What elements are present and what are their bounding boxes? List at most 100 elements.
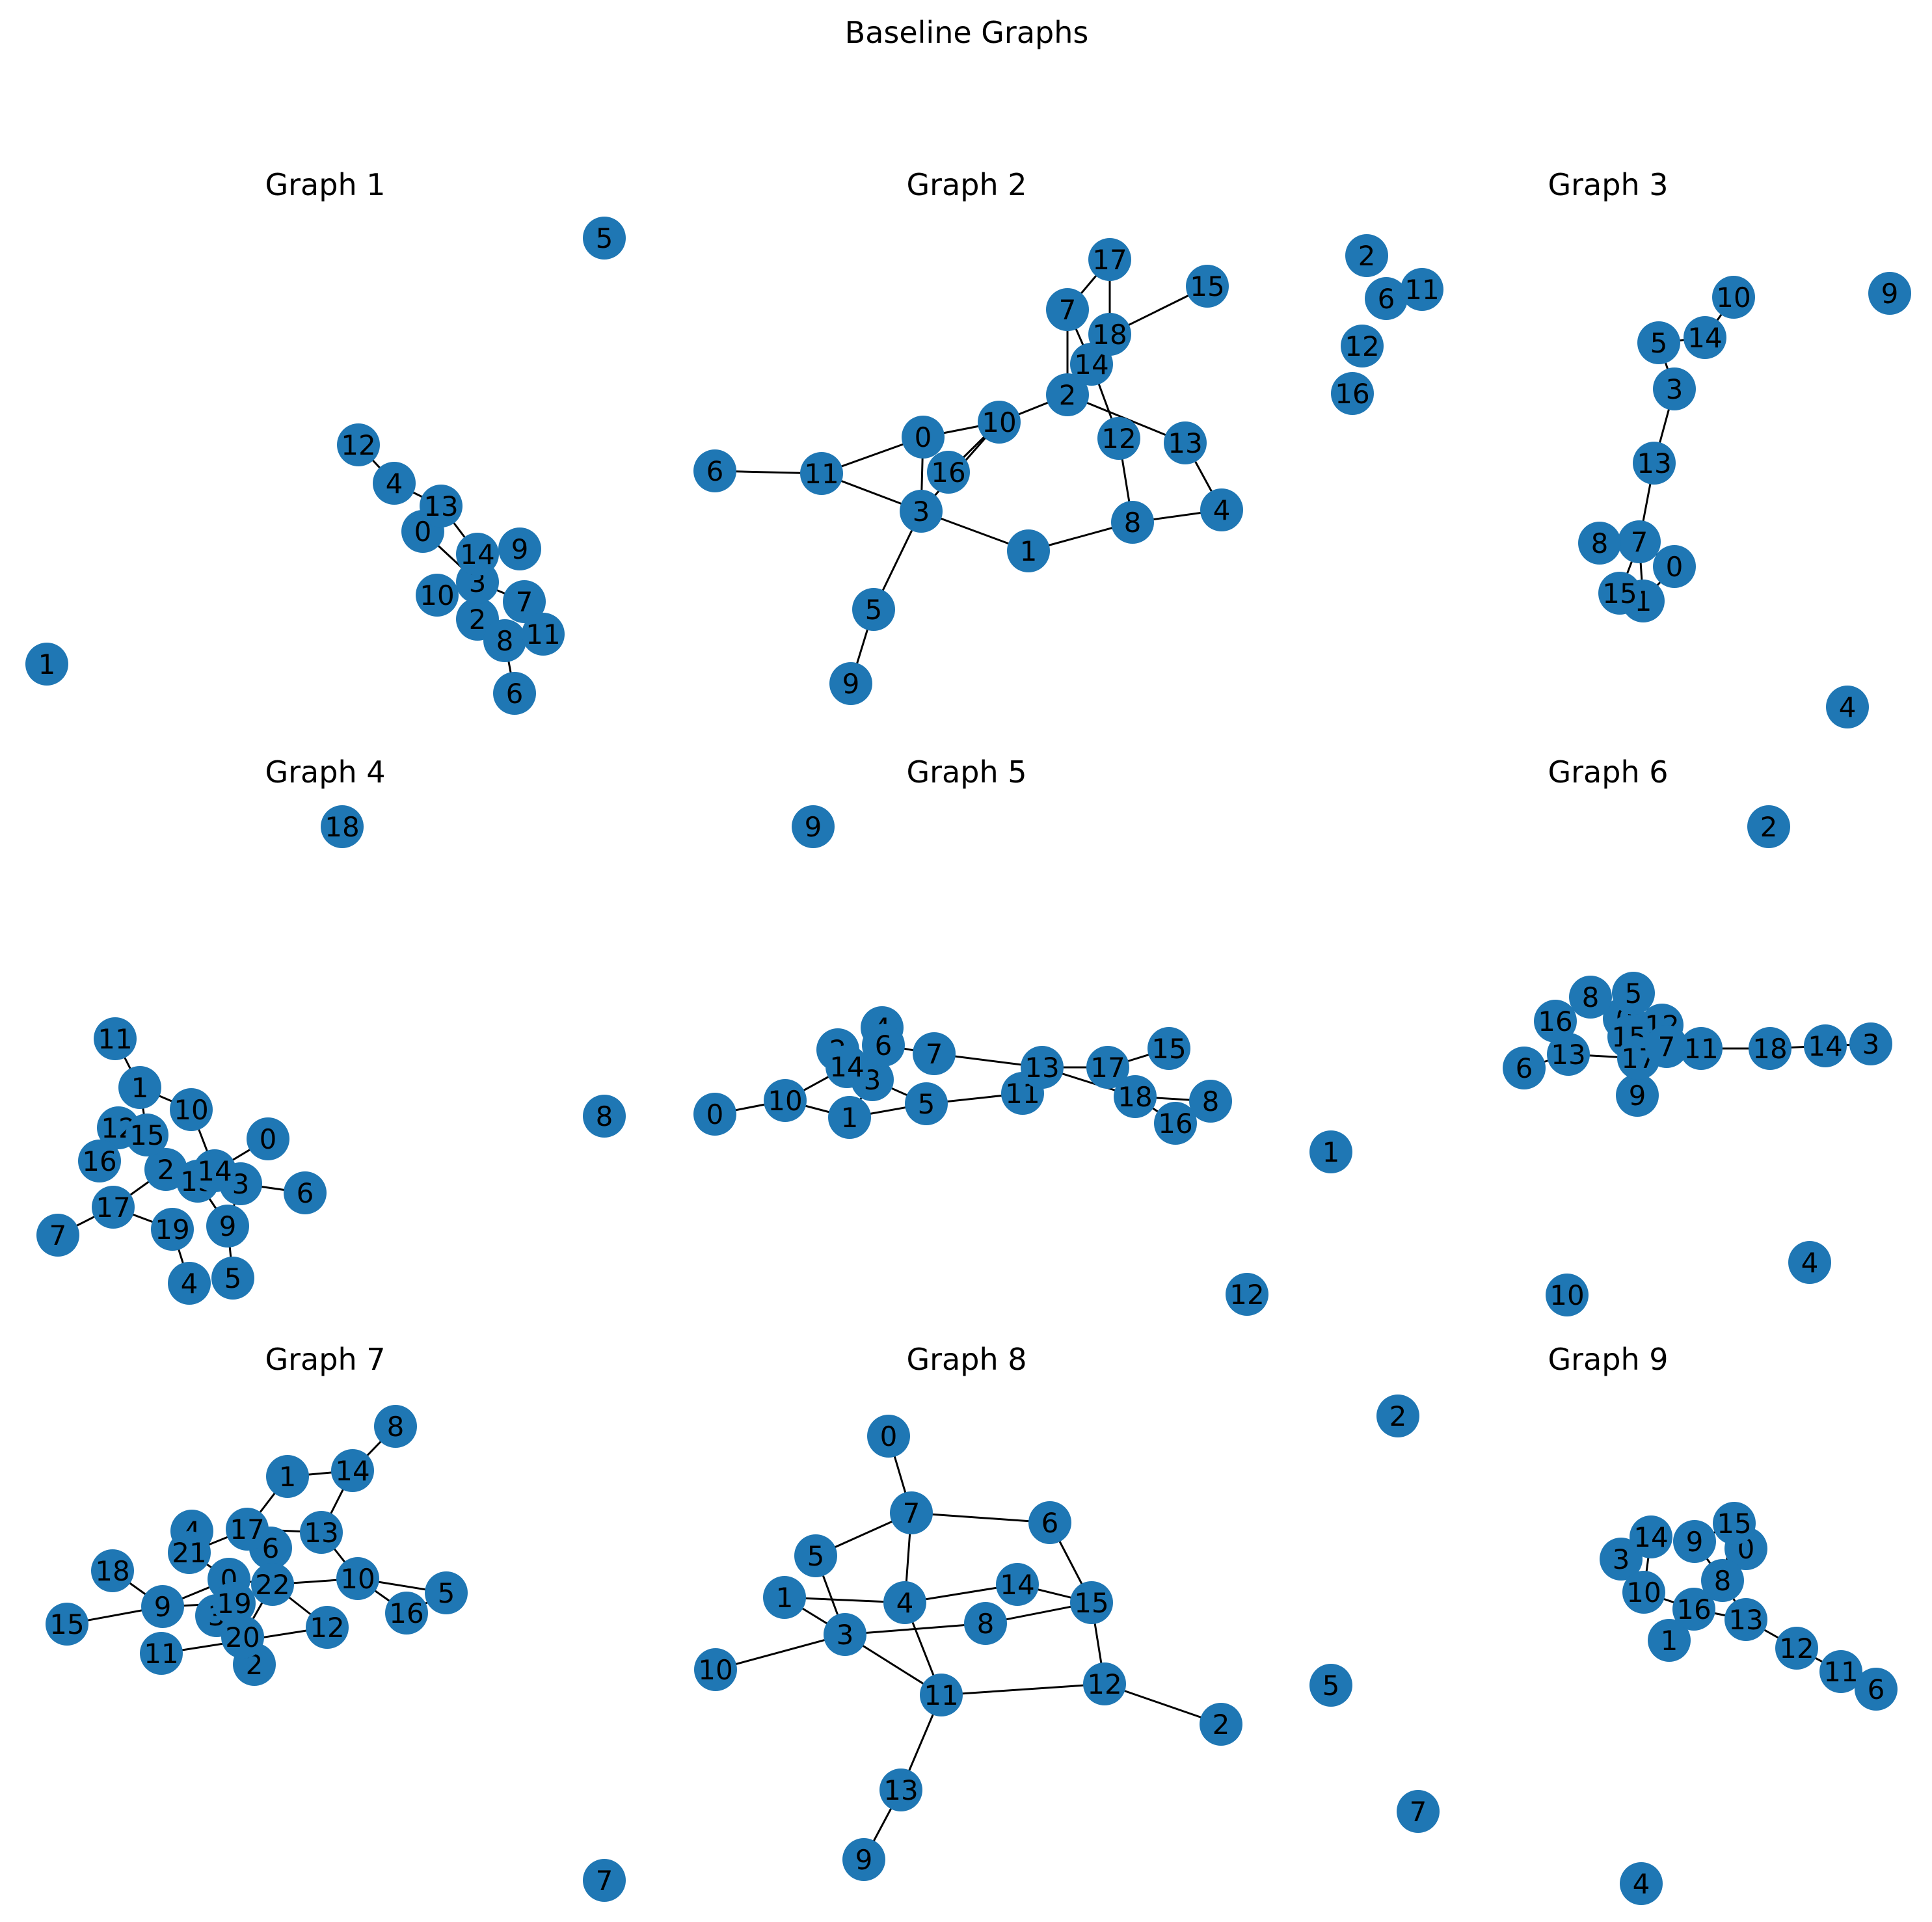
node-circle — [1747, 805, 1790, 848]
node-label: 3 — [1613, 1543, 1630, 1575]
node-circle — [1630, 1515, 1672, 1558]
node-label: 9 — [1881, 278, 1899, 310]
graph-node: 18 — [1749, 1027, 1791, 1070]
graph-node: 12 — [1341, 325, 1384, 367]
node-circle — [825, 1045, 868, 1088]
graph-node: 8 — [1569, 976, 1612, 1019]
graph-title: Graph 6 — [1548, 754, 1669, 790]
node-circle — [498, 527, 541, 570]
node-circle — [1868, 272, 1911, 315]
node-circle — [794, 1534, 837, 1577]
node-circle — [694, 1648, 737, 1691]
graph-node: 5 — [1309, 1664, 1352, 1707]
node-label: 15 — [1717, 1508, 1751, 1540]
node-circle — [420, 485, 463, 527]
graph-node: 9 — [498, 527, 541, 570]
graph-node: 3 — [1600, 1538, 1643, 1581]
node-circle — [996, 1563, 1039, 1606]
node-label: 1 — [841, 1102, 859, 1134]
node-label: 5 — [918, 1088, 935, 1120]
graph-panel-5: Graph 501234567891011121314151617181 — [693, 754, 1352, 1316]
graph-node: 18 — [1088, 313, 1131, 356]
graph-node: 5 — [1612, 972, 1655, 1015]
node-circle — [140, 1632, 183, 1675]
node-circle — [1341, 325, 1384, 367]
node-circle — [213, 1582, 256, 1625]
graph-panel-4: Graph 4012345678910111213141516171819 — [36, 754, 626, 1305]
node-label: 7 — [926, 1038, 943, 1070]
node-circle — [1804, 1024, 1847, 1067]
graph-title: Graph 9 — [1548, 1342, 1669, 1377]
node-label: 14 — [1633, 1521, 1668, 1553]
graph-node: 8 — [1701, 1559, 1744, 1602]
node-circle — [168, 1262, 211, 1305]
node-circle — [913, 1032, 956, 1075]
node-circle — [1788, 1241, 1831, 1284]
node-label: 7 — [596, 1865, 613, 1897]
graph-node: 4 — [1788, 1241, 1831, 1284]
node-circle — [763, 1576, 806, 1619]
node-label: 5 — [596, 222, 613, 254]
graph-node: 7 — [1397, 1790, 1440, 1833]
node-circle — [1007, 529, 1050, 572]
graph-node: 10 — [978, 401, 1021, 444]
graph-node: 13 — [1547, 1033, 1590, 1076]
graph-node: 22 — [251, 1563, 294, 1606]
node-label: 17 — [96, 1192, 130, 1223]
node-label: 5 — [807, 1540, 825, 1572]
graph-node: 6 — [1503, 1047, 1546, 1089]
node-circle — [1680, 1027, 1723, 1070]
node-label: 14 — [1687, 322, 1722, 354]
graph-node: 2 — [1747, 805, 1790, 848]
node-circle — [1070, 1581, 1113, 1624]
graph-node: 13 — [1021, 1046, 1064, 1089]
graph-node: 9 — [842, 1838, 885, 1881]
node-label: 1 — [776, 1582, 794, 1614]
graph-node: 1 — [118, 1066, 161, 1109]
graph-node: 13 — [879, 1769, 922, 1811]
node-label: 13 — [423, 490, 458, 522]
node-circle — [25, 643, 68, 686]
node-circle — [331, 1449, 374, 1492]
graph-node: 19 — [151, 1208, 194, 1251]
graph-node: 11 — [94, 1017, 137, 1060]
node-label: 0 — [880, 1421, 898, 1452]
node-label: 1 — [279, 1461, 297, 1493]
node-circle — [211, 1257, 254, 1300]
node-circle — [226, 1508, 269, 1551]
node-circle — [890, 1491, 933, 1534]
node-label: 7 — [1410, 1796, 1427, 1828]
graph-node: 9 — [141, 1585, 184, 1628]
node-label: 16 — [82, 1145, 116, 1177]
node-label: 1 — [131, 1072, 149, 1104]
graph-node: 8 — [483, 619, 526, 662]
node-circle — [126, 1114, 168, 1156]
graph-node: 2 — [1345, 234, 1388, 277]
node-circle — [828, 1096, 871, 1139]
graph-node: 16 — [385, 1592, 428, 1635]
node-label: 3 — [1862, 1028, 1880, 1060]
node-circle — [456, 533, 499, 576]
node-label: 13 — [1728, 1604, 1763, 1636]
node-label: 4 — [1801, 1247, 1819, 1279]
graph-node: 17 — [1088, 238, 1131, 281]
graph-node: 10 — [416, 574, 459, 617]
graph-node: 13 — [420, 485, 463, 527]
node-label: 10 — [1550, 1279, 1584, 1311]
node-label: 17 — [230, 1514, 264, 1545]
node-circle — [193, 1149, 236, 1192]
graph-node: 5 — [425, 1571, 468, 1614]
node-circle — [1083, 1662, 1126, 1705]
node-circle — [927, 451, 970, 494]
node-circle — [374, 1405, 417, 1448]
graph-node: 5 — [211, 1257, 254, 1300]
node-circle — [583, 1095, 626, 1138]
graph-node: 14 — [193, 1149, 236, 1192]
node-circle — [1712, 276, 1755, 319]
graph-node: 7 — [503, 580, 546, 623]
graph-node: 5 — [852, 588, 895, 631]
node-label: 6 — [875, 1030, 892, 1061]
node-label: 12 — [1779, 1633, 1814, 1664]
graph-node: 15 — [1186, 265, 1229, 308]
node-label: 7 — [903, 1497, 920, 1529]
